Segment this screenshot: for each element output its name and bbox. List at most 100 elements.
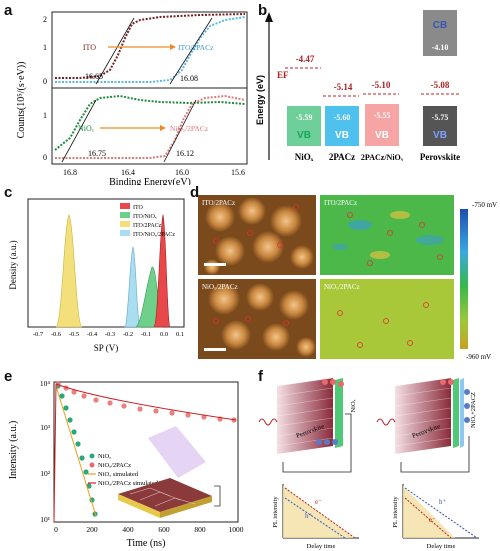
d-title-2: NiOₓ/2PACz — [202, 283, 238, 291]
d-color-scale — [460, 209, 468, 349]
panel-a-xlabel: Binding Energy(eV) — [109, 177, 191, 185]
panel-a-chart: Counts(10⁵/(s·eV)) 2 1 0 1 0 16.8 16.4 1… — [16, 11, 248, 185]
a-ytick-top-0: 2 — [43, 15, 47, 24]
panel-f-schematic: Perovskite NiOₓ Perovskite NiOₓ+2PACZ e⁻… — [258, 377, 479, 550]
c-xtick-4: -0.3 — [105, 331, 115, 338]
b-perov-ef: -5.08 — [431, 80, 450, 90]
panel-label-d: d — [190, 184, 200, 201]
a-top-v2: 16.08 — [180, 74, 198, 83]
f-left-pl-x: Delay time — [307, 543, 336, 550]
panel-a-bottom-frame — [51, 87, 248, 165]
b-mix-vb-value: -5.55 — [374, 111, 391, 120]
e-xlabel: Time (ns) — [127, 538, 166, 549]
panel-b-diagram: Energy (eV) EF -4.47 -5.59 VB NiOₓ -5.14… — [255, 10, 460, 162]
c-xtick-3: -0.4 — [87, 331, 98, 338]
a-top-ito2pacz-curve — [55, 16, 246, 83]
f-right-device: Perovskite NiOₓ+2PACZ — [376, 377, 477, 473]
panel-d-images: ITO/2PACz ITO/2PACz NiOₓ/2PACz NiOₓ/2PAC… — [198, 195, 497, 361]
f-right-pl-y: PL intensity — [392, 496, 399, 528]
panel-label-e: e — [4, 368, 13, 385]
b-2pacz-vb-block — [325, 106, 359, 146]
panel-label-c: c — [4, 184, 13, 201]
f-left-layer: NiOₓ — [350, 399, 357, 412]
f-right-pl-x: Delay time — [427, 543, 456, 550]
b-mix-vb-text: VB — [375, 130, 389, 141]
c-peak-2pacz — [55, 214, 83, 328]
b-mix-vb-block — [365, 104, 399, 146]
f-right-pl-plot: h⁺ e⁻ PL intensity Delay time — [392, 484, 479, 550]
f-left-h: h⁺ — [305, 512, 313, 520]
d-kpfm-ito2pacz — [320, 195, 454, 275]
a-xtick-1: 16.4 — [121, 168, 135, 177]
e-legend: NiOₓ NiOₓ/2PACz NiOₓ simulated NiOₓ/2PAC… — [88, 453, 159, 487]
b-2pacz-name: 2PACz — [329, 152, 355, 162]
a-bottom-left-name: NiOₓ — [78, 124, 95, 133]
e-inset-device — [118, 426, 221, 518]
e-legend-1: NiOₓ/2PACz — [98, 462, 131, 469]
a-xtick-3: 15.6 — [231, 168, 245, 177]
d-afm-ito2pacz — [198, 195, 316, 275]
b-nio-vb-value: -5.59 — [296, 113, 313, 122]
d-scale-top: -750 mV — [472, 201, 497, 209]
e-ytick-2: 10² — [40, 469, 51, 478]
a-ytick-bot-0: 1 — [43, 111, 47, 120]
a-bottom-v2: 16.12 — [176, 149, 194, 158]
c-xtick-7: 0.0 — [160, 331, 168, 338]
b-mix-ef: -5.10 — [372, 80, 391, 90]
e-ytick-3: 10¹ — [40, 515, 50, 524]
c-peak-nio2pacz — [124, 246, 141, 328]
f-left-e: e⁻ — [315, 498, 322, 506]
c-xtick-5: -0.2 — [123, 331, 133, 338]
a-bottom-nio-curve — [54, 94, 246, 151]
c-legend: ITO ITO/NiOₓ ITO/2PACz ITO/NiOₓ/2PACz — [120, 203, 175, 238]
panel-a-ylabel: Counts(10⁵/(s·eV)) — [16, 62, 27, 139]
a-top-right-name: ITO/2PACz — [178, 43, 214, 52]
panel-c-chart: Density (a.u.) ITO ITO/NiOₓ ITO/2PACz IT… — [8, 198, 185, 353]
c-xtick-8: 0.1 — [176, 331, 184, 338]
d-title-3: NiOₓ/2PACz — [324, 283, 360, 291]
b-mix-name: 2PACz/NiOₓ — [361, 153, 404, 162]
c-xtick-2: -0.5 — [69, 331, 79, 338]
f-right-layer: NiOₓ+2PACZ — [470, 392, 477, 428]
c-ylabel: Density (a.u.) — [8, 240, 18, 289]
b-nio-ef: -4.47 — [296, 54, 315, 64]
c-legend-0: ITO — [133, 205, 144, 211]
f-left-device: Perovskite NiOₓ — [258, 377, 357, 473]
f-right-e: e⁻ — [429, 516, 436, 524]
e-legend-3: NiOₓ/2PACz simulated — [98, 480, 159, 487]
c-xtick-1: -0.6 — [51, 331, 62, 338]
d-title-1: ITO/2PACz — [324, 199, 357, 207]
b-perov-vb-text: VB — [433, 130, 447, 141]
b-nio-vb-block — [287, 106, 321, 146]
b-perov-vb-value: -5.75 — [432, 113, 449, 122]
panel-a-top-frame — [51, 11, 248, 89]
d-title-0: ITO/2PACz — [202, 199, 235, 207]
a-xtick-2: 16.0 — [175, 168, 189, 177]
b-ylabel: Energy (eV) — [255, 75, 265, 125]
f-left-pl-y: PL intensity — [272, 496, 279, 528]
b-2pacz-ef: -5.14 — [334, 82, 353, 92]
panel-label-f: f — [258, 368, 263, 385]
c-legend-2: ITO/2PACz — [133, 223, 162, 229]
e-legend-0: NiOₓ — [98, 453, 111, 460]
c-xtick-6: -0.1 — [141, 331, 151, 338]
panel-label-a: a — [4, 2, 13, 19]
a-ytick-top-2: 0 — [43, 77, 47, 86]
a-bottom-right-name: NiOₓ/2PACz — [170, 124, 209, 133]
b-perov-name: Perovskite — [420, 152, 460, 162]
a-top-left-name: ITO — [83, 43, 96, 52]
a-ytick-bot-1: 0 — [43, 153, 47, 162]
f-right-h: h⁺ — [439, 498, 447, 506]
e-xtick-3: 600 — [158, 525, 170, 534]
b-perov-cb-value: -4.10 — [432, 43, 449, 52]
a-bottom-v1: 16.75 — [88, 149, 106, 158]
a-top-ito-curve — [55, 13, 246, 79]
e-xtick-2: 400 — [122, 525, 134, 534]
d-afm-nio2pacz — [198, 279, 316, 359]
e-xtick-4: 800 — [194, 525, 206, 534]
d-scale-bottom: -960 mV — [466, 353, 491, 361]
panel-e-chart: Intensity (a.u.) 10⁴ 10³ 10² 10¹ 0 200 4… — [8, 379, 244, 549]
a-xtick-0: 16.8 — [63, 168, 77, 177]
e-ytick-0: 10⁴ — [40, 379, 51, 388]
b-perov-vb-block — [423, 106, 457, 146]
